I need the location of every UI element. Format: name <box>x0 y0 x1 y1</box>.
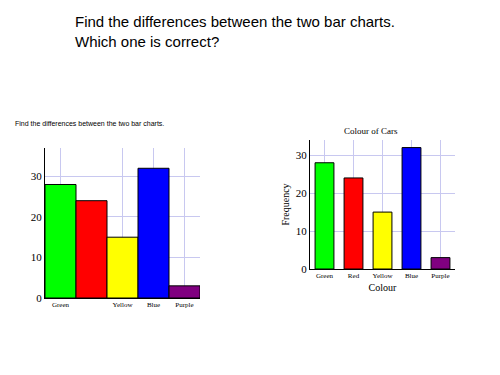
html-text:Find the differences between t: Find the differences between the two bar… <box>75 13 395 30</box>
svg-text:Blue: Blue <box>405 272 418 280</box>
svg-text:0: 0 <box>301 263 307 275</box>
svg-text:Purple: Purple <box>175 301 193 309</box>
svg-text:Yellow: Yellow <box>113 301 134 309</box>
svg-text:10: 10 <box>31 251 43 263</box>
svg-text:20: 20 <box>296 187 308 199</box>
svg-text:Red: Red <box>348 272 360 280</box>
svg-text:30: 30 <box>31 170 43 182</box>
html-text:Which one is correct?: Which one is correct? <box>75 33 220 50</box>
svg-text:20: 20 <box>31 211 43 223</box>
svg-text:Blue: Blue <box>147 301 160 309</box>
svg-text:10: 10 <box>296 225 308 237</box>
html-text:Find the differences between t: Find the differences between the two bar… <box>15 120 165 127</box>
svg-text:Colour: Colour <box>369 282 397 293</box>
svg-text:30: 30 <box>296 149 308 161</box>
svg-text:Colour of Cars: Colour of Cars <box>344 126 398 136</box>
svg-text:Yellow: Yellow <box>373 272 394 280</box>
svg-text:Purple: Purple <box>431 272 449 280</box>
svg-text:Green: Green <box>52 301 70 309</box>
svg-text:Frequency: Frequency <box>280 183 291 225</box>
svg-text:Green: Green <box>316 272 334 280</box>
svg-text:0: 0 <box>36 292 42 304</box>
